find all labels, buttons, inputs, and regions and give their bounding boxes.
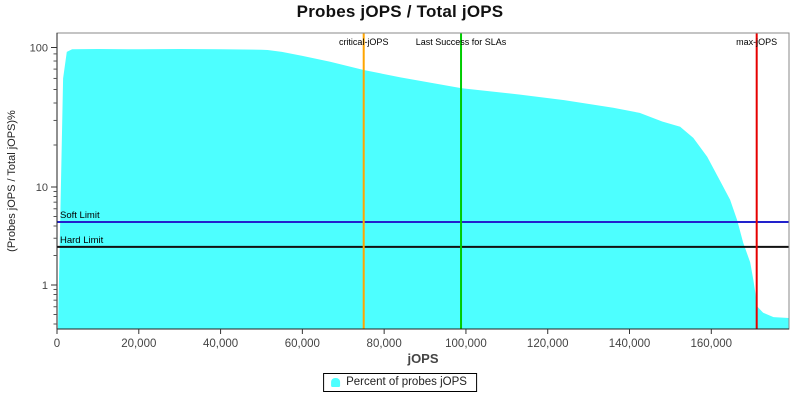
legend-label: Percent of probes jOPS — [346, 376, 467, 388]
marker-line-label: critical-jOPS — [339, 37, 389, 47]
y-tick-label: 100 — [30, 43, 48, 55]
y-tick-label: 10 — [36, 182, 48, 194]
legend-swatch-icon — [331, 377, 341, 387]
plot-svg: Soft Limit Hard Limit critical-jOPS Last Su… — [6, 32, 790, 366]
x-tick-label: 140,000 — [609, 338, 651, 350]
limit-line-label: Hard Limit — [60, 235, 104, 246]
marker-line-label: max-jOPS — [736, 37, 777, 47]
x-tick-label: 0 — [54, 338, 60, 350]
x-tick-label: 20,000 — [121, 338, 156, 350]
limit-line-label: Soft Limit — [60, 210, 100, 221]
y-tick-label: 1 — [42, 280, 48, 292]
marker-line-label: Last Success for SLAs — [416, 37, 507, 47]
x-tick-label: 100,000 — [445, 338, 487, 350]
x-tick-label: 120,000 — [527, 338, 569, 350]
x-tick-label: 80,000 — [367, 338, 402, 350]
x-axis-title: jOPS — [406, 351, 438, 366]
x-tick-label: 60,000 — [285, 338, 320, 350]
legend: Percent of probes jOPS — [323, 373, 477, 392]
y-axis-title: (Probes jOPS / Total jOPS)% — [6, 110, 18, 252]
chart-title: Probes jOPS / Total jOPS — [296, 2, 504, 21]
x-tick-label: 40,000 — [203, 338, 238, 350]
area-series — [58, 49, 789, 329]
x-tick-label: 160,000 — [691, 338, 733, 350]
